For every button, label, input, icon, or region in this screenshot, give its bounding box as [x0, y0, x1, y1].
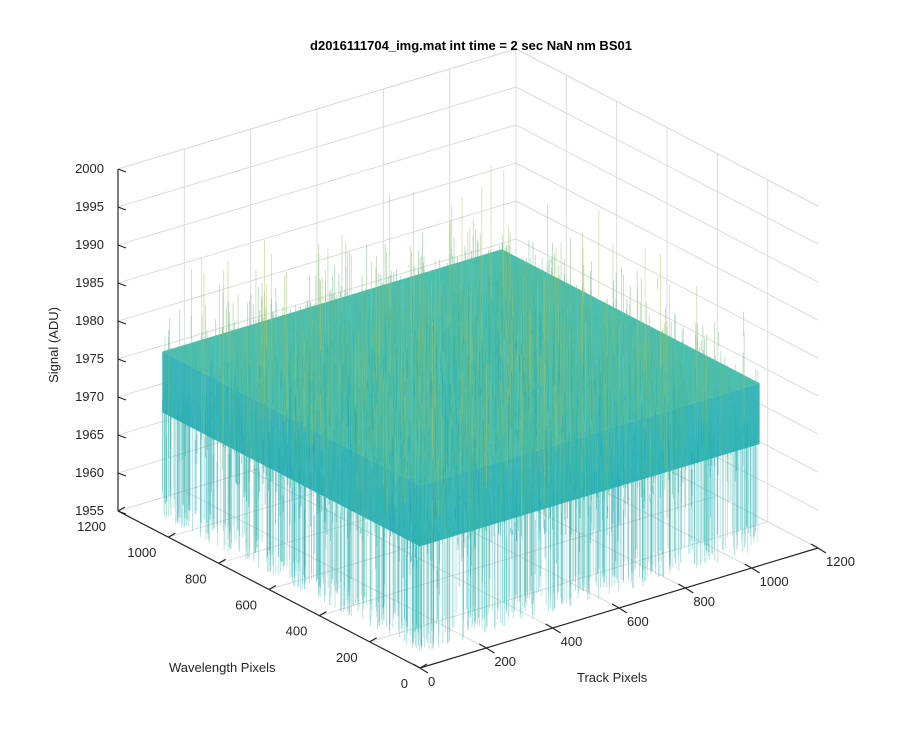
right-wall-gridline-z [515, 86, 819, 245]
floor-gridline-y [369, 521, 768, 643]
chart-title: d2016111704_img.mat int time = 2 sec NaN… [310, 38, 632, 53]
x-tick-label: 0 [428, 674, 435, 689]
x-tick-label: 600 [627, 614, 649, 629]
right-wall-gridline-z [515, 162, 819, 321]
z-tick-mark [117, 168, 127, 173]
z-tick-label: 1960 [75, 465, 104, 480]
x-tick-mark [611, 603, 620, 609]
x-tick-label: 1200 [826, 554, 855, 569]
z-tick-mark [117, 206, 127, 211]
y-tick-label: 200 [336, 650, 358, 665]
z-tick-mark [117, 434, 127, 439]
surface-spikes [162, 165, 759, 652]
x-tick-mark [412, 663, 421, 669]
back-wall-gridline-z [117, 162, 517, 284]
y-tick-mark [319, 611, 327, 617]
x-axis-label: Track Pixels [577, 670, 648, 685]
back-wall-gridline-z [117, 200, 517, 322]
y-tick-label: 400 [286, 624, 308, 639]
z-tick-label: 1980 [75, 313, 104, 328]
z-tick-label: 1990 [75, 237, 104, 252]
x-tick-mark [744, 563, 752, 569]
y-tick-mark [419, 663, 428, 669]
right-wall-gridline-z [515, 238, 819, 397]
z-axis-label: Signal (ADU) [46, 307, 61, 383]
x-tick-mark [479, 643, 487, 649]
z-tick-label: 2000 [75, 161, 104, 176]
y-tick-mark [168, 532, 176, 538]
y-tick-mark [817, 547, 827, 554]
z-tick-mark [117, 472, 127, 477]
y-tick-mark [486, 647, 495, 654]
right-wall-gridline-z [515, 124, 819, 283]
z-tick-mark [117, 282, 127, 287]
back-wall-gridline-z [117, 86, 517, 208]
z-tick-label: 1995 [75, 199, 104, 214]
x-tick-mark [810, 543, 819, 549]
y-axis-label: Wavelength Pixels [169, 660, 276, 675]
back-wall-gridline-z [117, 124, 517, 246]
right-wall-gridline-z [515, 200, 819, 359]
z-tick-label: 1965 [75, 427, 104, 442]
z-tick-label: 1955 [75, 503, 104, 518]
floor-gridline-y [319, 495, 718, 617]
y-tick-label: 1200 [77, 519, 106, 534]
y-tick-mark [117, 506, 126, 512]
y-tick-mark [218, 558, 226, 564]
surface-layer [162, 165, 760, 652]
x-tick-label: 400 [561, 634, 583, 649]
y-tick-label: 800 [185, 571, 207, 586]
y-tick-label: 600 [235, 598, 257, 613]
z-tick-label: 1975 [75, 351, 104, 366]
x-tick-label: 1000 [760, 574, 789, 589]
x-tick-label: 200 [494, 654, 516, 669]
y-tick-label: 0 [401, 676, 408, 691]
z-tick-label: 1985 [75, 275, 104, 290]
z-tick-mark [117, 358, 127, 363]
z-tick-mark [117, 510, 127, 515]
x-tick-label: 800 [693, 594, 715, 609]
y-tick-label: 1000 [127, 545, 156, 560]
z-tick-mark [117, 320, 127, 325]
z-tick-label: 1970 [75, 389, 104, 404]
y-tick-mark [419, 667, 429, 674]
back-wall-gridline-z [117, 48, 517, 170]
y-tick-mark [369, 637, 377, 643]
y-tick-mark [618, 607, 628, 614]
y-tick-mark [751, 567, 760, 574]
x-tick-mark [545, 623, 553, 629]
y-tick-mark [268, 584, 277, 591]
y-tick-mark [552, 627, 561, 634]
right-wall-gridline-z [515, 48, 819, 207]
x-tick-mark [678, 583, 686, 589]
z-tick-mark [117, 396, 127, 401]
y-tick-mark [685, 587, 694, 594]
z-tick-mark [117, 244, 127, 249]
tick-layer: 0 200 400 600 800 1000 1200 0 200 400 600 800 1000 12… [75, 161, 855, 691]
